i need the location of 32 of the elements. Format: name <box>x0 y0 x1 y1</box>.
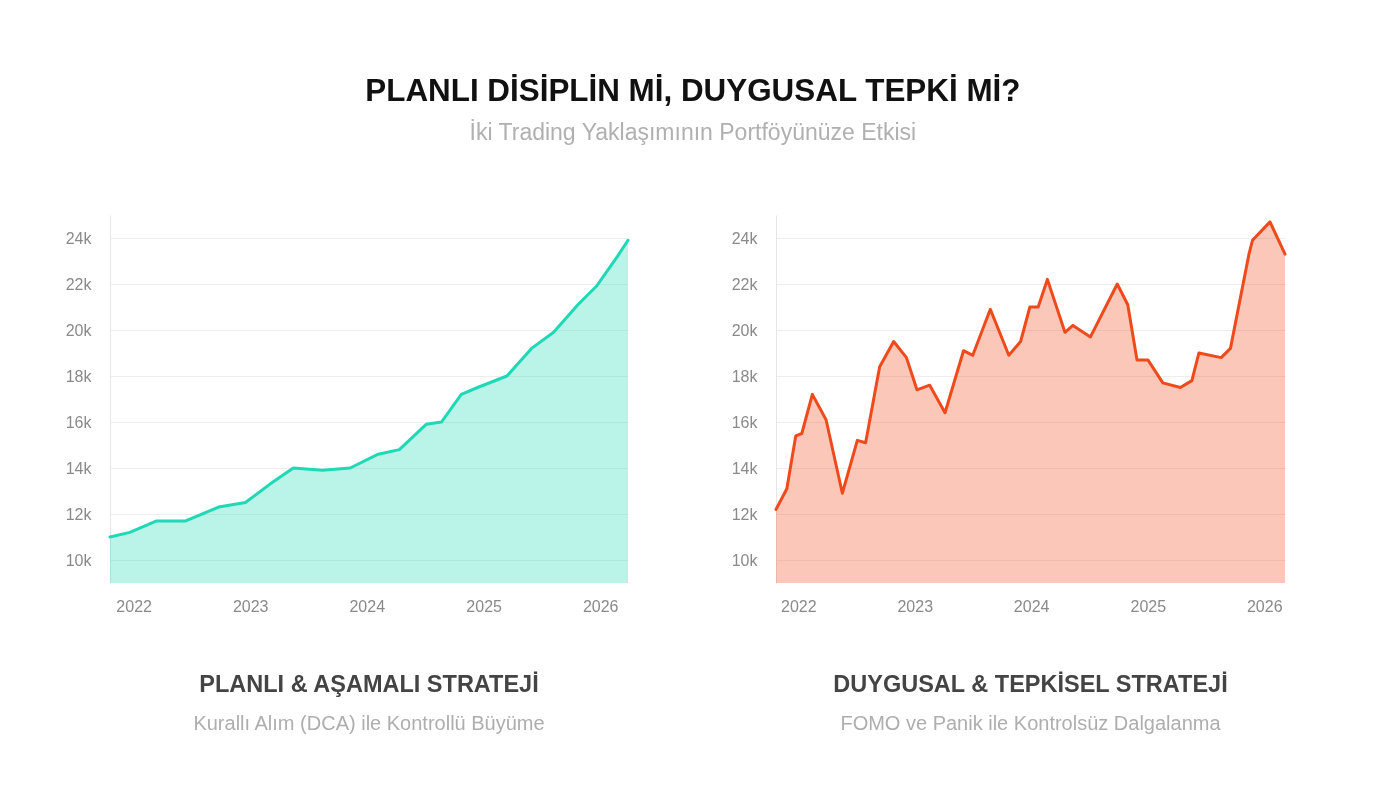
text: FOMO ve Panik ile Kontrolsüz Dalgalanma <box>840 711 1222 734</box>
x-tick-label: 2025 <box>466 597 503 615</box>
y-tick-label: 20k <box>65 321 93 339</box>
x-tick-label: 2024 <box>1013 597 1050 615</box>
y-tick-label: 18k <box>65 367 93 385</box>
x-tick-label: 2024 <box>349 597 386 615</box>
y-tick-label: 22k <box>65 275 93 293</box>
y-tick-label: 24k <box>65 229 93 247</box>
x-tick-label: 2026 <box>1246 597 1283 615</box>
x-tick-label: 2022 <box>781 597 817 615</box>
text: DUYGUSAL & TEPKİSEL STRATEJİ <box>833 671 1228 697</box>
text: PLANLI & AŞAMALI STRATEJİ <box>199 671 539 697</box>
y-tick-label: 18k <box>731 367 759 385</box>
x-tick-label: 2023 <box>232 597 269 615</box>
x-tick-label: 2023 <box>897 597 934 615</box>
y-tick-label: 10k <box>65 551 93 569</box>
x-tick-label: 2025 <box>1130 597 1167 615</box>
text: İki Trading Yaklaşımının Portföyünüze Etkisi <box>469 119 917 145</box>
y-tick-label: 20k <box>731 321 759 339</box>
y-tick-label: 14k <box>65 459 93 477</box>
y-tick-label: 16k <box>731 413 759 431</box>
x-tick-label: 2026 <box>582 597 619 615</box>
text: PLANLI DİSİPLİN Mİ, DUYGUSAL TEPKİ Mİ? <box>365 72 1021 108</box>
y-tick-label: 16k <box>65 413 93 431</box>
y-tick-label: 14k <box>731 459 759 477</box>
y-tick-label: 10k <box>731 551 759 569</box>
y-tick-label: 24k <box>731 229 759 247</box>
y-tick-label: 12k <box>65 505 93 523</box>
y-tick-label: 12k <box>731 505 759 523</box>
x-tick-label: 2022 <box>116 597 153 615</box>
y-tick-label: 22k <box>731 275 759 293</box>
text: Kurallı Alım (DCA) ile Kontrollü Büyüme <box>193 711 545 734</box>
